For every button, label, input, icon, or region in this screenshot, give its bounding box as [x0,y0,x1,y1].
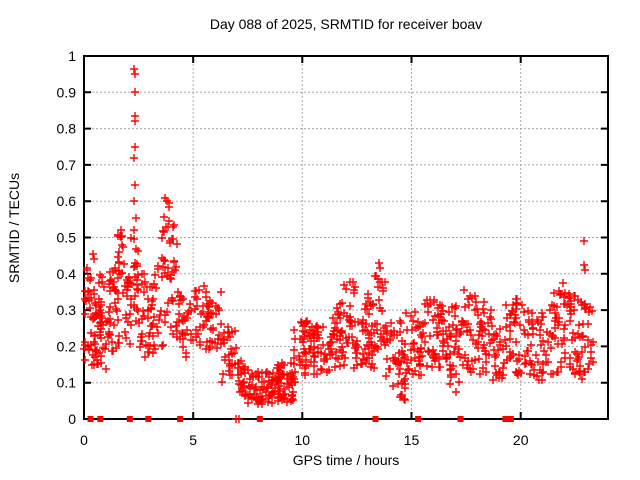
x-tick-label: 5 [189,432,197,448]
y-tick-label: 1 [68,48,76,64]
zero-value-marker [256,416,263,422]
y-tick-label: 0 [68,411,76,427]
x-tick-label: 20 [513,432,529,448]
x-tick-label: 0 [80,432,88,448]
y-tick-label: 0.4 [57,266,77,282]
y-tick-label: 0.9 [57,84,77,100]
zero-value-marker [126,416,133,422]
y-tick-label: 0.6 [57,193,77,209]
y-tick-label: 0.8 [57,121,77,137]
zero-value-marker [415,416,422,422]
y-axis-label: SRMTID / TECUs [6,172,22,284]
zero-value-marker [145,416,152,422]
y-tick-label: 0.7 [57,157,77,173]
x-axis-label: GPS time / hours [292,452,400,468]
x-tick-label: 15 [404,432,420,448]
y-tick-label: 0.2 [57,338,77,354]
x-tick-label: 10 [295,432,311,448]
y-tick-label: 0.1 [57,375,77,391]
zero-value-marker [87,416,94,422]
zero-value-marker [507,416,514,422]
chart-title: Day 088 of 2025, SRMTID for receiver boa… [209,16,483,32]
y-tick-label: 0.5 [57,230,77,246]
zero-value-marker [502,416,509,422]
zero-value-marker [372,416,379,422]
zero-value-marker [177,416,184,422]
scatter-points [80,65,597,423]
zero-value-marker [97,416,104,422]
zero-value-marker [457,416,464,422]
y-tick-label: 0.3 [57,302,77,318]
